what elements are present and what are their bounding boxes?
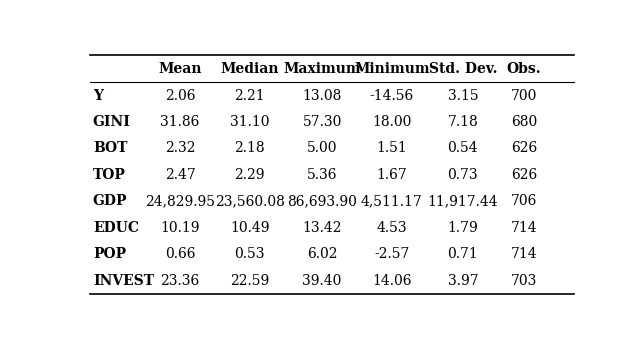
Text: 22.59: 22.59 bbox=[230, 273, 269, 287]
Text: 5.00: 5.00 bbox=[307, 141, 338, 155]
Text: EDUC: EDUC bbox=[93, 221, 139, 235]
Text: Median: Median bbox=[221, 62, 279, 76]
Text: 2.29: 2.29 bbox=[235, 168, 265, 182]
Text: 57.30: 57.30 bbox=[302, 115, 341, 129]
Text: 6.02: 6.02 bbox=[307, 247, 338, 261]
Text: 31.86: 31.86 bbox=[160, 115, 200, 129]
Text: 626: 626 bbox=[511, 168, 537, 182]
Text: GINI: GINI bbox=[93, 115, 131, 129]
Text: Obs.: Obs. bbox=[507, 62, 541, 76]
Text: 2.21: 2.21 bbox=[235, 89, 265, 103]
Text: 626: 626 bbox=[511, 141, 537, 155]
Text: 4.53: 4.53 bbox=[377, 221, 407, 235]
Text: GDP: GDP bbox=[93, 194, 127, 208]
Text: 706: 706 bbox=[511, 194, 537, 208]
Text: 39.40: 39.40 bbox=[302, 273, 341, 287]
Text: 11,917.44: 11,917.44 bbox=[428, 194, 498, 208]
Text: 3.15: 3.15 bbox=[448, 89, 478, 103]
Text: 18.00: 18.00 bbox=[372, 115, 412, 129]
Text: Mean: Mean bbox=[158, 62, 202, 76]
Text: 0.54: 0.54 bbox=[448, 141, 478, 155]
Text: TOP: TOP bbox=[93, 168, 126, 182]
Text: 24,829.95: 24,829.95 bbox=[145, 194, 215, 208]
Text: BOT: BOT bbox=[93, 141, 127, 155]
Text: 86,693.90: 86,693.90 bbox=[287, 194, 357, 208]
Text: POP: POP bbox=[93, 247, 126, 261]
Text: 10.19: 10.19 bbox=[160, 221, 200, 235]
Text: 1.51: 1.51 bbox=[376, 141, 407, 155]
Text: 14.06: 14.06 bbox=[372, 273, 412, 287]
Text: 13.42: 13.42 bbox=[302, 221, 342, 235]
Text: 0.71: 0.71 bbox=[448, 247, 478, 261]
Text: 13.08: 13.08 bbox=[302, 89, 341, 103]
Text: 1.79: 1.79 bbox=[448, 221, 478, 235]
Text: 23.36: 23.36 bbox=[160, 273, 200, 287]
Text: 2.18: 2.18 bbox=[235, 141, 265, 155]
Text: 703: 703 bbox=[511, 273, 537, 287]
Text: 0.53: 0.53 bbox=[235, 247, 265, 261]
Text: 2.32: 2.32 bbox=[165, 141, 195, 155]
Text: 23,560.08: 23,560.08 bbox=[215, 194, 285, 208]
Text: 3.97: 3.97 bbox=[448, 273, 478, 287]
Text: -2.57: -2.57 bbox=[374, 247, 410, 261]
Text: INVEST: INVEST bbox=[93, 273, 154, 287]
Text: 700: 700 bbox=[511, 89, 537, 103]
Text: 10.49: 10.49 bbox=[230, 221, 269, 235]
Text: -14.56: -14.56 bbox=[370, 89, 414, 103]
Text: 2.47: 2.47 bbox=[165, 168, 195, 182]
Text: 0.73: 0.73 bbox=[448, 168, 478, 182]
Text: 714: 714 bbox=[511, 221, 537, 235]
Text: Maximum: Maximum bbox=[284, 62, 361, 76]
Text: 0.66: 0.66 bbox=[165, 247, 195, 261]
Text: 714: 714 bbox=[511, 247, 537, 261]
Text: Y: Y bbox=[93, 89, 103, 103]
Text: 680: 680 bbox=[511, 115, 537, 129]
Text: 4,511.17: 4,511.17 bbox=[361, 194, 422, 208]
Text: 31.10: 31.10 bbox=[230, 115, 269, 129]
Text: 5.36: 5.36 bbox=[307, 168, 338, 182]
Text: Std. Dev.: Std. Dev. bbox=[429, 62, 497, 76]
Text: 1.67: 1.67 bbox=[376, 168, 407, 182]
Text: 2.06: 2.06 bbox=[165, 89, 195, 103]
Text: Minimum: Minimum bbox=[354, 62, 430, 76]
Text: 7.18: 7.18 bbox=[448, 115, 478, 129]
